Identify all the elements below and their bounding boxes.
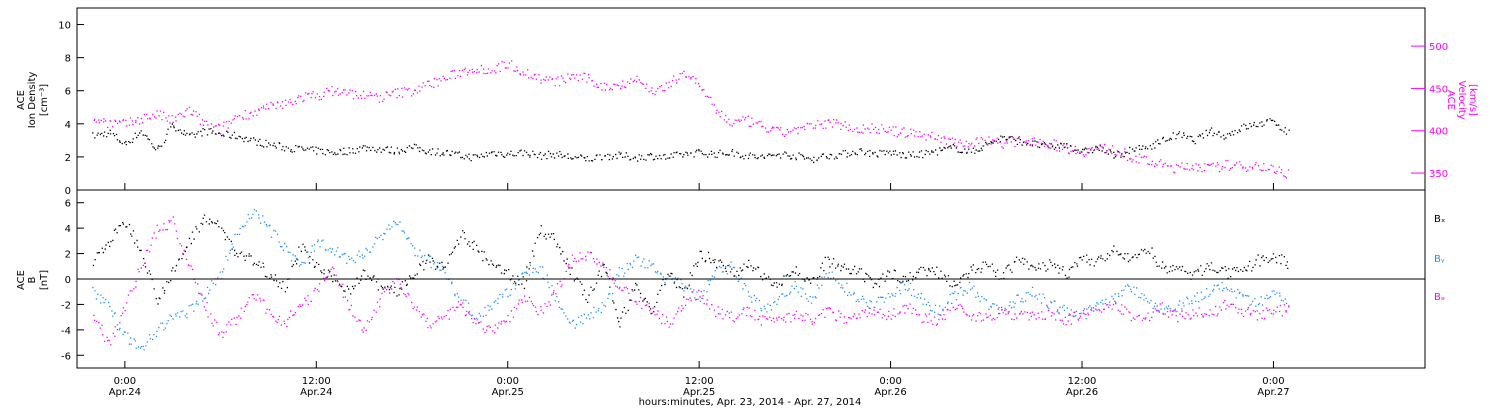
y-tick-label-1-5: 4 (65, 224, 71, 235)
density-ylabel-line-2: Ion Density (27, 72, 38, 129)
x-tick-label-date-5: Apr.26 (1066, 387, 1098, 398)
y-tick-label-1-2: -2 (61, 300, 71, 311)
y-tick-label-0-0: 0 (65, 186, 71, 197)
x-tick-label-date-4: Apr.26 (874, 387, 906, 398)
x-tick-label-date-2: Apr.25 (492, 387, 524, 398)
x-tick-label-date-3: Apr.25 (683, 387, 715, 398)
y-tick-label-1-6: 6 (65, 199, 71, 210)
velocity-ylabel-line-2: Velocity (1456, 80, 1467, 119)
x-tick-label-time-0: 0:00 (114, 376, 136, 387)
panel-frame-1 (76, 7, 1426, 191)
x-tick-label-date-6: Apr.27 (1257, 387, 1289, 398)
series-points-1-0 (92, 214, 1289, 328)
x-tick-label-date-1: Apr.24 (300, 387, 332, 398)
density-ylabel-line-3: [cm⁻³] (39, 84, 50, 116)
legend-bx: Bₓ (1434, 214, 1445, 225)
x-tick-label-time-4: 0:00 (879, 376, 901, 387)
y-tick-label-0-5: 10 (58, 21, 71, 32)
y-tick-label-1-0: -6 (61, 351, 71, 362)
y-tick-label-1-3: 0 (65, 275, 71, 286)
x-tick-label-time-6: 0:00 (1262, 376, 1284, 387)
y-tick-label-0-2: 4 (65, 120, 71, 131)
y2-tick-label-3: 500 (1429, 42, 1448, 53)
x-tick-label-time-3: 12:00 (685, 376, 714, 387)
series-points-0-0 (92, 118, 1290, 164)
x-tick-label-date-0: Apr.24 (109, 387, 141, 398)
x-tick-label-time-2: 0:00 (496, 376, 518, 387)
velocity-ylabel-line-1: ACE (1445, 90, 1456, 110)
y2-tick-label-1: 400 (1429, 127, 1448, 138)
y2-tick-label-2: 450 (1429, 84, 1448, 95)
x-tick-label-time-1: 12:00 (302, 376, 331, 387)
y-tick-label-1-4: 2 (65, 250, 71, 261)
series-points-1-2 (93, 216, 1290, 346)
y-tick-label-0-1: 2 (65, 153, 71, 164)
y-tick-label-1-1: -4 (61, 326, 71, 337)
field-ylabel-line-3: [nT] (39, 270, 50, 290)
x-tick-label-time-5: 12:00 (1068, 376, 1097, 387)
y-tick-label-0-4: 8 (65, 54, 71, 65)
series-points-0-1 (93, 60, 1290, 179)
density-ylabel-line-1: ACE (16, 90, 27, 110)
legend-bz: Bₔ (1434, 292, 1445, 303)
x-axis-label: hours:minutes, Apr. 23, 2014 - Apr. 27, … (639, 397, 862, 408)
velocity-ylabel-line-3: [km/s] (1467, 84, 1478, 116)
field-ylabel-line-2: B (27, 276, 38, 283)
series-points-1-1 (92, 209, 1290, 351)
y-tick-label-0-3: 6 (65, 87, 71, 98)
y2-tick-label-0: 350 (1429, 169, 1448, 180)
field-ylabel-line-1: ACE (16, 270, 27, 290)
legend-by: Bᵧ (1434, 254, 1445, 265)
